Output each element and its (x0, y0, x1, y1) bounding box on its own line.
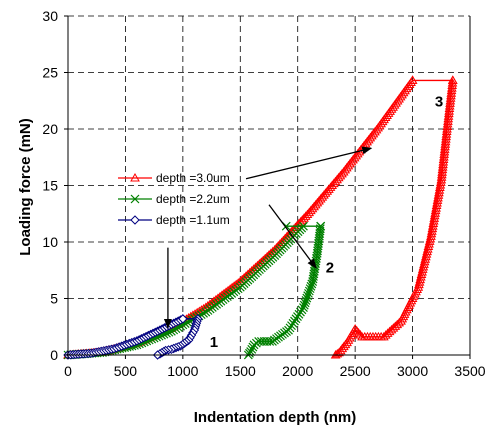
cross-marker (305, 284, 315, 294)
diamond-marker (178, 314, 188, 324)
tick-labels: 0 500 1000 1500 2000 2500 3000 3500 0 5 10 15 20 25 30 (42, 8, 485, 379)
y-tick-label: 30 (42, 8, 58, 24)
triangle-marker (382, 328, 393, 337)
axes (64, 15, 471, 359)
series-depth-1-1um (63, 314, 203, 360)
x-tick-label: 1500 (225, 363, 256, 379)
cross-marker (308, 274, 318, 284)
triangle-marker (390, 321, 401, 330)
y-tick-label: 5 (50, 291, 58, 307)
cross-marker (300, 298, 310, 308)
triangle-marker (392, 319, 403, 329)
triangle-marker (407, 75, 418, 84)
cross-marker (199, 308, 208, 318)
cross-marker (249, 340, 259, 350)
legend: depth =3.0um depth =2.2um depth =1.1um (118, 171, 230, 227)
annotation-arrow (268, 204, 317, 269)
x-tick-label: 3500 (454, 363, 485, 379)
legend-label: depth =1.1um (156, 213, 230, 227)
cross-marker (301, 296, 311, 305)
x-tick-label: 2500 (340, 363, 371, 379)
triangle-marker (130, 172, 140, 182)
cross-marker (248, 342, 258, 352)
y-axis-title: Loading force (mN) (17, 118, 34, 256)
unloading-line (335, 80, 454, 356)
annotations: 3 2 1 (163, 93, 443, 351)
x-tick-label: 500 (114, 363, 138, 379)
cross-marker (304, 286, 314, 296)
series-depth-3-0um (63, 75, 458, 359)
x-axis-title: Indentation depth (nm) (194, 409, 356, 426)
cross-marker (307, 279, 317, 289)
y-tick-label: 25 (42, 65, 58, 81)
cross-marker (304, 288, 313, 298)
diamond-marker (130, 215, 140, 225)
annotation-arrow (245, 146, 373, 180)
cross-marker (308, 277, 318, 286)
grid-lines (68, 15, 470, 355)
triangle-marker (396, 316, 406, 325)
triangle-marker (386, 324, 397, 334)
triangle-marker (388, 323, 399, 332)
x-tick-label: 0 (64, 363, 72, 379)
legend-label: depth =3.0um (156, 171, 230, 185)
x-tick-label: 2000 (282, 363, 313, 379)
y-tick-label: 15 (42, 178, 58, 194)
cross-marker (256, 337, 266, 346)
legend-label: depth =2.2um (156, 192, 230, 206)
cross-marker (299, 300, 309, 310)
x-tick-label: 1000 (167, 363, 198, 379)
series-depth-2-2um (63, 221, 326, 360)
cross-marker (303, 291, 313, 301)
triangle-marker (384, 326, 395, 336)
cross-marker (302, 293, 312, 303)
cross-marker (130, 194, 140, 204)
triangle-marker (394, 317, 405, 327)
curve-label: 2 (326, 260, 334, 277)
curve-label: 3 (435, 93, 443, 110)
x-tick-label: 3000 (397, 363, 428, 379)
series-layer (63, 75, 458, 360)
loading-line (67, 225, 305, 356)
y-tick-label: 10 (42, 234, 58, 250)
y-tick-label: 0 (50, 347, 58, 363)
y-tick-label: 20 (42, 121, 58, 137)
triangle-marker (334, 347, 344, 357)
curve-label: 1 (210, 334, 218, 351)
cross-marker (306, 281, 316, 291)
triangle-marker (380, 330, 391, 339)
cross-marker (247, 344, 257, 354)
triangle-marker (332, 348, 343, 358)
